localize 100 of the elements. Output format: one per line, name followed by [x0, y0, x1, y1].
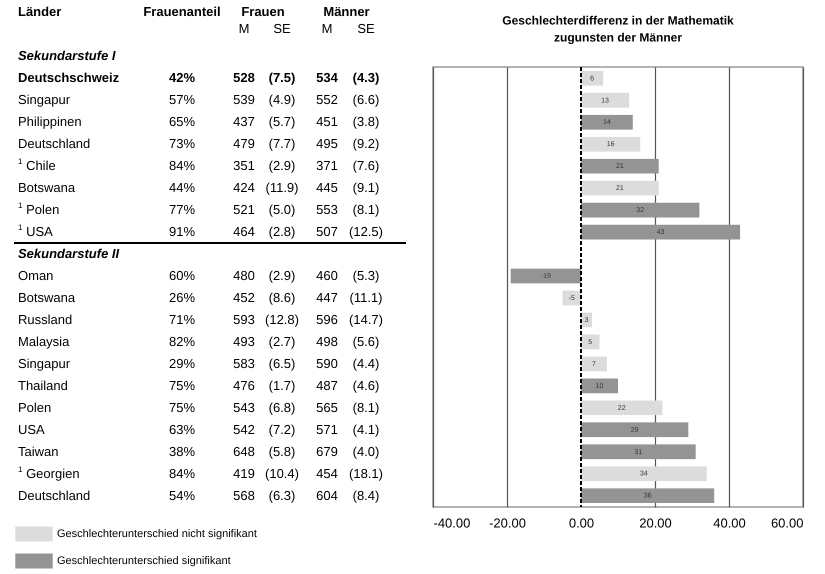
text: (11.1) — [350, 290, 382, 305]
text: (8.4) — [352, 488, 380, 503]
category-label: Polen — [18, 400, 52, 415]
text: 38% — [168, 444, 196, 459]
x-tick-label: -40.00 — [434, 516, 470, 530]
text: 543 — [233, 400, 255, 415]
text: 479 — [233, 136, 255, 151]
text: (4.6) — [352, 378, 380, 393]
text: 534 — [316, 70, 338, 85]
text: (4.1) — [352, 422, 380, 437]
text: (7.2) — [268, 422, 296, 437]
text: 507 — [316, 224, 338, 239]
category-label: Sekundarstufe II — [18, 246, 120, 261]
category-label: Deutschland — [18, 488, 90, 503]
text: Frauen — [241, 4, 285, 19]
text: (9.2) — [352, 136, 380, 151]
text: 542 — [233, 422, 255, 437]
x-tick-label: 60.00 — [770, 516, 804, 530]
text: 84% — [168, 466, 196, 481]
text: 84% — [168, 158, 196, 173]
text: 480 — [233, 268, 255, 283]
chart-title: Geschlechterdifferenz in der Mathematik — [502, 13, 734, 28]
category-label: Thailand — [18, 378, 68, 393]
text: 75% — [168, 400, 196, 415]
text: (6.5) — [268, 356, 296, 371]
text: 71% — [168, 312, 196, 327]
text: (5.7) — [268, 114, 296, 129]
text: 91% — [168, 224, 196, 239]
text: 498 — [316, 334, 338, 349]
category-label: Sekundarstufe I — [18, 48, 116, 63]
chart-subtitle: zugunsten der Männer — [554, 30, 682, 44]
category-label: M — [322, 21, 332, 36]
text: (5.3) — [352, 268, 380, 283]
text: 565 — [316, 400, 338, 415]
text: 648 — [233, 444, 255, 459]
text: 63% — [168, 422, 196, 437]
text: 445 — [316, 180, 338, 195]
text: 44% — [168, 180, 196, 195]
text: 452 — [233, 290, 255, 305]
text: (1.7) — [268, 378, 296, 393]
category-label: Singapur — [18, 92, 70, 107]
text: (2.9) — [268, 158, 296, 173]
text: 437 — [233, 114, 255, 129]
text: 596 — [316, 312, 338, 327]
category-label: SE — [273, 21, 291, 36]
text: 553 — [316, 202, 338, 217]
text: 26% — [168, 290, 196, 305]
text: 57% — [168, 92, 196, 107]
text: (2.7) — [268, 334, 296, 349]
text: (10.4) — [265, 466, 299, 481]
text: 451 — [316, 114, 338, 129]
text: 464 — [233, 224, 255, 239]
text: (4.4) — [352, 356, 380, 371]
text: (8.6) — [268, 290, 296, 305]
text: (4.3) — [352, 70, 380, 85]
text: 583 — [233, 356, 255, 371]
text: (18.1) — [349, 466, 383, 481]
text: 447 — [316, 290, 338, 305]
legend-label: Geschlechterunterschied signifikant — [57, 555, 231, 567]
text: 528 — [233, 70, 255, 85]
text: 495 — [316, 136, 338, 151]
category-label: Russland — [18, 312, 72, 327]
category-label: Botswana — [18, 290, 76, 305]
category-label: Deutschland — [18, 136, 90, 151]
text: (4.0) — [352, 444, 380, 459]
text: (5.6) — [352, 334, 380, 349]
text: 54% — [168, 488, 196, 503]
category-label: Singapur — [18, 356, 70, 371]
x-tick-label: 20.00 — [639, 516, 672, 530]
text: (2.9) — [268, 268, 296, 283]
x-tick-label: -20.00 — [489, 516, 526, 530]
category-label: Malaysia — [18, 334, 70, 349]
x-tick-label: 0.00 — [568, 516, 594, 530]
category-label: Deutschschweiz — [18, 70, 120, 85]
text: 29% — [168, 356, 196, 371]
text: 539 — [233, 92, 255, 107]
text: 679 — [316, 444, 338, 459]
text: 487 — [316, 378, 338, 393]
category-label: M — [238, 21, 250, 36]
text: 351 — [233, 158, 255, 173]
text: (4.9) — [268, 92, 296, 107]
text: 60% — [168, 268, 196, 283]
category-label: Taiwan — [18, 444, 58, 459]
text: 73% — [168, 136, 196, 151]
category-label: $^{1}$ Polen — [18, 201, 60, 217]
text: 604 — [316, 488, 338, 503]
text: (7.6) — [352, 158, 380, 173]
category-label: Frauenanteil — [143, 4, 221, 19]
category-label: $^{1}$ USA — [18, 223, 53, 239]
text: (6.3) — [268, 488, 296, 503]
text: (12.5) — [349, 224, 383, 239]
text: (9.1) — [352, 180, 380, 195]
text: 75% — [168, 378, 196, 393]
text: 77% — [168, 202, 196, 217]
text: (5.0) — [268, 202, 296, 217]
text: 419 — [233, 466, 255, 481]
text: (6.8) — [268, 400, 296, 415]
text: (7.7) — [268, 136, 296, 151]
text: (5.8) — [268, 444, 296, 459]
category-label: $^{1}$ Georgien — [18, 465, 80, 481]
